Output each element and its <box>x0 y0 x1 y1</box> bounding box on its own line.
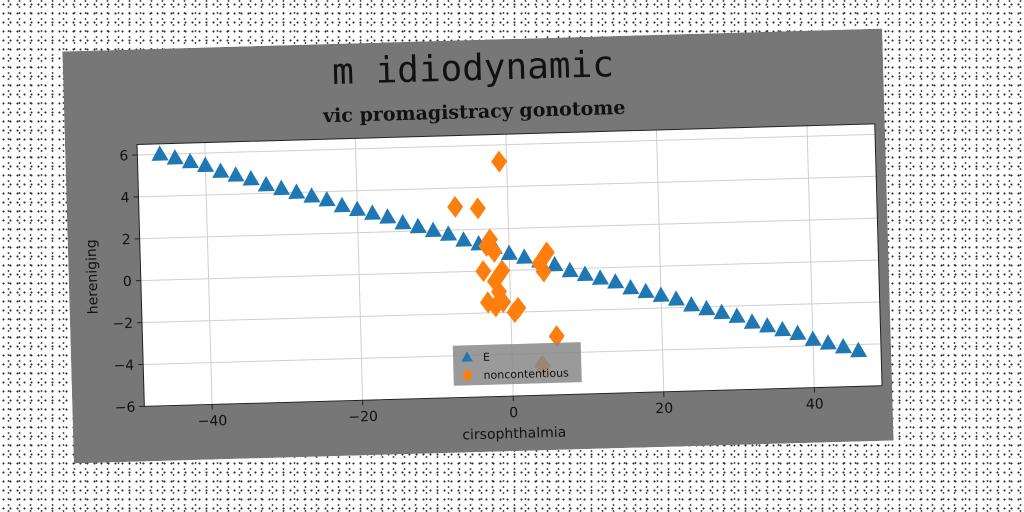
x-gridline <box>655 129 665 392</box>
y-tick-label: 0 <box>123 274 132 290</box>
point-e <box>834 338 853 354</box>
point-e <box>424 221 442 238</box>
y-gridline <box>139 217 878 240</box>
x-gridline <box>354 138 364 401</box>
y-tick-label: −2 <box>112 316 133 333</box>
point-e <box>212 162 230 179</box>
point-e <box>637 282 655 299</box>
point-e <box>698 299 716 316</box>
point-e <box>576 265 594 282</box>
legend-marker-noncontentious <box>462 368 473 383</box>
point-e <box>455 231 473 247</box>
point-noncontentious <box>494 259 511 282</box>
y-gridline <box>138 175 877 198</box>
point-e <box>333 196 351 213</box>
point-e <box>607 273 625 289</box>
point-e <box>348 200 367 217</box>
point-e <box>591 269 610 285</box>
point-noncontentious <box>538 241 555 264</box>
point-e <box>728 307 746 323</box>
y-tick-label: 4 <box>120 190 129 206</box>
point-e <box>713 303 731 320</box>
y-gridline <box>137 133 876 156</box>
point-e <box>516 248 534 264</box>
x-tick-label: 20 <box>655 401 673 417</box>
x-tick-label: 0 <box>509 405 518 421</box>
point-noncontentious <box>487 295 504 318</box>
legend-marker-shape <box>461 351 473 362</box>
x-tick-label: −40 <box>198 413 228 430</box>
point-e <box>683 296 701 312</box>
point-e <box>288 183 306 199</box>
point-e <box>804 330 822 347</box>
point-e <box>197 156 215 173</box>
x-tick-label: −20 <box>348 409 378 426</box>
point-noncontentious <box>548 325 565 348</box>
point-e <box>819 334 837 350</box>
legend-label-noncontentious: noncontentious <box>483 367 569 382</box>
x-gridline <box>204 142 213 405</box>
point-e <box>440 225 458 241</box>
point-e <box>500 244 518 261</box>
y-tick-label: −6 <box>115 400 136 417</box>
point-noncontentious <box>447 195 464 218</box>
point-e <box>151 145 169 161</box>
series-noncontentious <box>447 150 565 377</box>
point-noncontentious <box>491 150 508 173</box>
legend-label-e: E <box>483 351 490 364</box>
point-e <box>759 317 777 333</box>
point-e <box>667 290 685 306</box>
x-tick-label: 40 <box>806 396 824 412</box>
legend: E noncontentious <box>452 342 582 386</box>
point-e <box>364 204 382 220</box>
point-e <box>273 179 291 196</box>
legend-box <box>452 342 582 386</box>
point-e <box>743 313 761 329</box>
y-tick-label: −4 <box>113 358 134 375</box>
point-noncontentious <box>486 240 503 263</box>
point-e <box>409 217 427 234</box>
legend-marker-e <box>461 351 473 362</box>
point-e <box>546 255 564 272</box>
point-e <box>850 341 868 358</box>
point-noncontentious <box>475 260 492 283</box>
plot-frame <box>136 123 883 407</box>
y-tick-label: 6 <box>119 148 128 164</box>
point-noncontentious <box>495 291 512 313</box>
point-e <box>652 286 670 303</box>
point-e <box>379 208 397 224</box>
figure-suptitle: m idiodynamic <box>332 44 615 93</box>
point-e <box>789 324 807 341</box>
chart-svg: m idiodynamic vic promagistracy gonotome… <box>62 28 894 464</box>
series-e <box>151 145 868 358</box>
point-e <box>242 170 260 186</box>
y-axis-label: hereniging <box>84 239 102 314</box>
point-noncontentious <box>535 260 552 283</box>
point-e <box>318 190 336 207</box>
point-e <box>227 166 245 182</box>
point-e <box>166 149 184 165</box>
y-tick-label: 2 <box>122 232 131 248</box>
x-axis-label: cirsophthalmia <box>462 425 566 444</box>
point-noncontentious <box>469 197 486 220</box>
point-e <box>774 320 792 337</box>
legend-marker-shape <box>462 368 473 383</box>
point-e <box>622 278 640 295</box>
point-e <box>181 152 199 169</box>
point-e <box>561 261 579 278</box>
point-e <box>303 187 321 203</box>
point-e <box>394 214 412 230</box>
figure: m idiodynamic vic promagistracy gonotome… <box>62 28 894 464</box>
point-noncontentious <box>510 296 527 319</box>
point-e <box>257 175 275 192</box>
